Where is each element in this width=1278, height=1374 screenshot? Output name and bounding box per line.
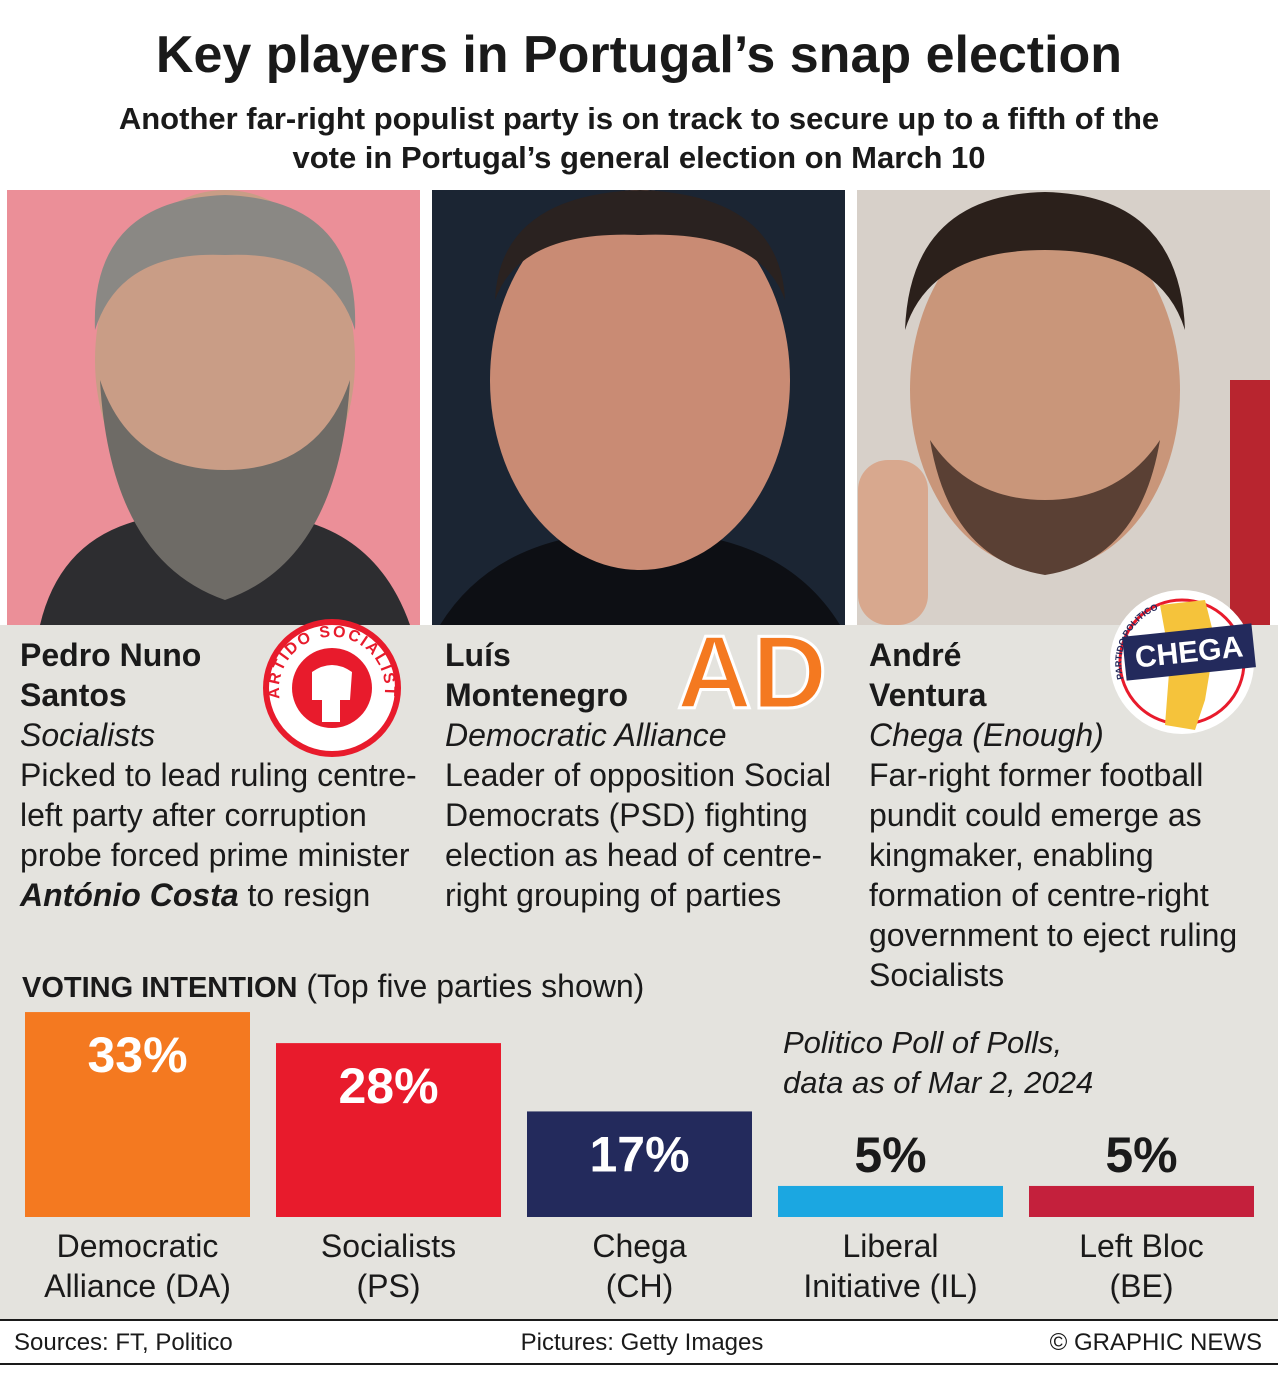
description-emphasis: António Costa: [20, 877, 239, 913]
profile-name: Luís Montenegro: [445, 637, 629, 713]
x-tick-label: Socialists (PS): [320, 1228, 457, 1304]
x-tick-label: Chega (CH): [592, 1228, 687, 1304]
profile-party: Socialists: [20, 717, 156, 753]
value-label: 28%: [338, 1058, 438, 1114]
profile: Pedro Nuno Santos Socialists Picked to l…: [20, 635, 430, 915]
description-text: to resign: [238, 877, 371, 913]
profile-description: Far-right former football pundit could e…: [869, 757, 1238, 993]
photo-shape: [1230, 380, 1270, 625]
photo-shape: [930, 440, 1160, 575]
bar: [1029, 1185, 1254, 1217]
photo-shape: [440, 540, 840, 625]
chart-heading: VOTING INTENTION (Top five parties shown…: [22, 966, 644, 1008]
photo-shape: [905, 192, 1185, 330]
footer-credit: © GRAPHIC NEWS: [1049, 1329, 1262, 1356]
profile-description: Picked to lead ruling centre-left party …: [20, 755, 430, 915]
annotation: Politico Poll of Polls, data as of Mar 2…: [783, 1025, 1094, 1100]
profile-party: Democratic Alliance: [445, 717, 727, 753]
photo-shape: [495, 190, 785, 300]
photo-shape: [95, 190, 355, 530]
title: Key players in Portugal’s snap election: [155, 26, 1123, 84]
profile-name: Pedro Nuno Santos: [20, 637, 202, 713]
logo-text: AD: [677, 615, 827, 731]
subtitle: Another far-right populist party is on t…: [118, 101, 1160, 175]
value-label: 33%: [87, 1027, 187, 1083]
footer-pictures: Pictures: Getty Images: [520, 1329, 764, 1356]
bar: [25, 1012, 250, 1217]
value-label: 17%: [589, 1126, 689, 1182]
x-tick-label: Democratic Alliance (DA): [44, 1228, 231, 1304]
bar: [276, 1043, 501, 1217]
chart-subtitle: (Top five parties shown): [306, 968, 645, 1004]
value-label: 5%: [1105, 1127, 1177, 1183]
photo-shape: [94, 195, 356, 330]
photo-shape: [910, 210, 1180, 570]
profile-description: Leader of opposition Social Democrats (P…: [445, 757, 832, 913]
chart-title: VOTING INTENTION: [22, 972, 298, 1004]
party-logo: [312, 665, 352, 722]
description-text: Picked to lead ruling centre-left party …: [20, 757, 417, 873]
profile: Luís Montenegro Democratic Alliance Lead…: [445, 635, 840, 915]
profile-party: Chega (Enough): [869, 717, 1104, 753]
bar: [527, 1111, 752, 1217]
photo-shape: [100, 380, 350, 600]
profile: André Ventura Chega (Enough) Far-right f…: [869, 635, 1264, 995]
footer-sources: Sources: FT, Politico: [14, 1329, 233, 1356]
photo-shape: [490, 190, 790, 570]
photo-shape: [858, 460, 928, 625]
profile-name: André Ventura: [869, 637, 987, 713]
party-logo: [1122, 623, 1256, 681]
value-label: 5%: [854, 1127, 926, 1183]
x-tick-label: Liberal Initiative (IL): [803, 1228, 978, 1304]
bar: [778, 1185, 1003, 1217]
x-tick-label: Left Bloc (BE): [1079, 1228, 1204, 1304]
